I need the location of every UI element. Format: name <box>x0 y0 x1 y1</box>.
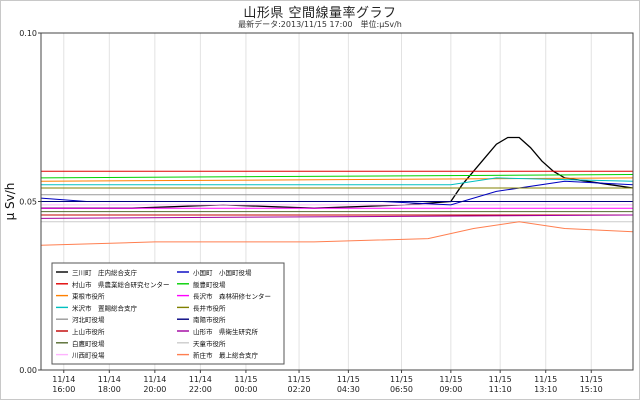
x-tick-time: 20:00 <box>143 385 166 394</box>
legend-label: 村山市 県農業総合研究センター <box>72 280 170 289</box>
legend-label: 東根市役所 <box>72 292 105 301</box>
x-tick-time: 02:20 <box>288 385 311 394</box>
x-tick-time: 04:30 <box>337 385 360 394</box>
series-line <box>40 214 634 219</box>
legend-item: 白鷹町役場 <box>56 339 105 348</box>
legend-item: 東根市役所 <box>56 292 105 301</box>
legend-item: 三川町 庄内総合支庁 <box>56 268 138 277</box>
x-tick-time: 15:10 <box>580 385 603 394</box>
legend-label: 長沢市 森林研修センター <box>193 292 271 301</box>
x-tick-date: 11/15 <box>534 375 557 384</box>
y-axis-label: μ Sv/h <box>3 183 17 221</box>
y-tick-label: 0.10 <box>19 29 37 38</box>
series-line <box>41 177 634 186</box>
legend-item: 小国町 小国町役場 <box>177 268 252 277</box>
legend-item: 飯豊町役場 <box>177 280 226 289</box>
x-tick-time: 06:50 <box>390 385 413 394</box>
chart-subtitle: 最新データ:2013/11/15 17:00 単位:μSv/h <box>238 20 402 29</box>
legend-label: 新庄市 最上総合支庁 <box>193 351 259 360</box>
x-tick-time: 00:00 <box>234 385 257 394</box>
legend-item: 天童市役所 <box>177 339 226 348</box>
legend-item: 山形市 県衛生研究所 <box>177 327 259 336</box>
legend-item: 上山市役所 <box>56 327 105 336</box>
legend-item: 川西町役場 <box>56 351 105 360</box>
legend-label: 河北町役場 <box>72 315 105 324</box>
x-tick-date: 11/15 <box>489 375 512 384</box>
legend-label: 南陽市役所 <box>193 315 226 324</box>
legend-item: 長沢市 森林研修センター <box>177 292 271 301</box>
x-tick-date: 11/14 <box>143 375 166 384</box>
x-tick-date: 11/15 <box>580 375 603 384</box>
x-tick-time: 22:00 <box>189 385 212 394</box>
legend-label: 三川町 庄内総合支庁 <box>72 268 138 277</box>
series-line <box>40 174 634 179</box>
legend-label: 山形市 県衛生研究所 <box>193 327 259 336</box>
legend-item: 米沢市 置賜総合支庁 <box>56 303 138 312</box>
legend-label: 天童市役所 <box>193 339 226 348</box>
legend-label: 川西町役場 <box>72 351 105 360</box>
y-tick-label: 0.00 <box>19 366 37 375</box>
x-tick-date: 11/15 <box>390 375 413 384</box>
x-tick-date: 11/14 <box>52 375 75 384</box>
legend-item: 南陽市役所 <box>177 315 226 324</box>
series-line <box>40 221 634 246</box>
legend-label: 上山市役所 <box>72 327 105 336</box>
x-tick-date: 11/15 <box>439 375 462 384</box>
x-tick-date: 11/14 <box>189 375 212 384</box>
legend-label: 長井市役所 <box>193 303 226 312</box>
x-tick-time: 09:00 <box>439 385 462 394</box>
legend-label: 白鷹町役場 <box>72 339 105 348</box>
x-tick-time: 13:10 <box>534 385 557 394</box>
chart-title: 山形県 空間線量率グラフ <box>243 6 397 21</box>
legend-item: 長井市役所 <box>177 303 226 312</box>
legend-label: 飯豊町役場 <box>193 280 226 289</box>
legend-label: 小国町 小国町役場 <box>193 268 252 277</box>
legend-label: 米沢市 置賜総合支庁 <box>72 303 138 312</box>
legend-box <box>51 262 285 365</box>
x-tick-date: 11/14 <box>98 375 121 384</box>
x-tick-time: 16:00 <box>52 385 75 394</box>
x-tick-time: 11:10 <box>489 385 512 394</box>
legend-item: 村山市 県農業総合研究センター <box>56 280 170 289</box>
legend-item: 河北町役場 <box>56 315 105 324</box>
x-tick-time: 18:00 <box>98 385 121 394</box>
legend-item: 新庄市 最上総合支庁 <box>177 351 259 360</box>
y-tick-label: 0.05 <box>19 198 37 207</box>
x-tick-date: 11/15 <box>234 375 257 384</box>
x-tick-date: 11/15 <box>337 375 360 384</box>
x-tick-date: 11/15 <box>288 375 311 384</box>
